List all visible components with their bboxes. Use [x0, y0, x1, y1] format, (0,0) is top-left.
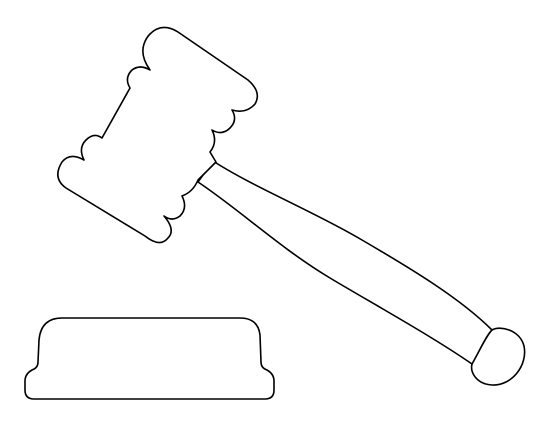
gavel-handle-icon: [197, 160, 526, 386]
gavel-head-icon: [57, 26, 259, 244]
sound-block-icon: [24, 317, 275, 400]
handle-end-knob-icon: [471, 329, 493, 365]
